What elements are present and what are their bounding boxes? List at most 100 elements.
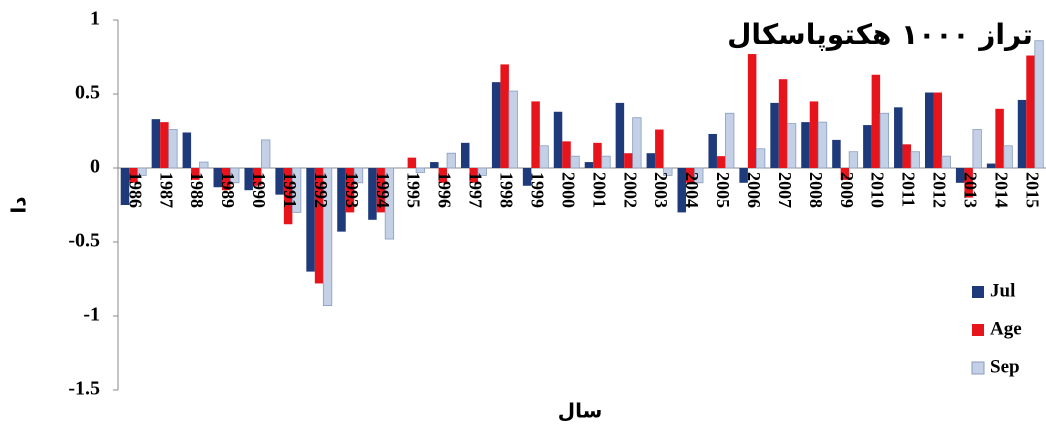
bar [168,129,178,169]
bar [871,74,881,168]
bar [244,168,253,191]
bar [415,167,426,173]
bar [584,162,594,168]
bar [160,122,169,168]
bar [199,161,209,169]
x-tick-label: 1997 [466,172,486,208]
chart-title: تراز ۱۰۰۰ هکتوپاسکال [727,18,1033,51]
y-tick-label: -1.5 [68,378,100,400]
bar [955,168,965,183]
bar [553,111,563,168]
x-tick-label: 2011 [899,172,919,207]
bar [770,102,779,168]
bar [213,168,223,188]
bar [306,168,315,272]
x-tick-label: 1986 [125,172,145,208]
bar [725,112,735,169]
bar [337,168,346,232]
y-tick-label: 1 [90,8,100,30]
bar [376,168,386,213]
bar [430,162,439,168]
x-tick-label: 2014 [991,172,1011,208]
bar [809,101,819,168]
x-tick-label: 1992 [311,172,331,208]
x-tick-label: 1991 [280,172,300,208]
y-axis-label: دا [7,196,31,213]
bar [191,168,200,180]
x-tick-label: 2000 [558,172,578,208]
x-axis-label: سال [558,399,603,423]
bar [924,92,934,168]
bar [384,167,395,240]
bar [508,90,518,169]
x-tick-label: 1988 [187,172,207,208]
bar [562,141,571,168]
bar [995,108,1004,168]
bar [291,167,302,213]
bar [863,125,872,168]
bar [848,151,859,169]
bar [686,168,695,183]
bar [747,54,757,168]
bar [1034,40,1044,169]
bar [283,168,293,225]
bar [322,167,333,307]
x-tick-label: 1987 [156,172,176,208]
bar [407,157,417,168]
bar [708,133,717,168]
y-tick-label: -1 [83,304,100,326]
legend-swatch [972,324,984,336]
bar [345,168,355,213]
bar [677,168,687,213]
bar [972,129,982,169]
bar [933,92,942,168]
bar [739,168,748,183]
bar [817,121,828,169]
bar [894,107,903,168]
y-tick-label: -0.5 [68,230,100,252]
legend-swatch [972,286,984,298]
bar [910,151,920,169]
bar [137,167,147,176]
legend-label: Sep [990,356,1020,377]
bar [469,168,478,183]
bar [230,167,240,184]
bar [601,155,611,169]
bar [570,155,580,169]
x-tick-label: 2005 [713,172,733,208]
bar [632,117,642,169]
bar [624,153,633,168]
bar [446,152,456,169]
bar [902,144,912,168]
bar [1026,55,1035,168]
x-tick-label: 1994 [373,172,393,208]
bar [1003,145,1013,169]
bar [615,102,625,168]
bar [252,168,262,186]
bar [986,163,996,168]
bar [786,123,797,169]
bar [539,145,549,169]
x-tick-label: 2013 [961,172,981,208]
bar [222,168,231,191]
legend-label: Jul [990,280,1015,301]
bar [477,167,487,176]
bar [182,132,192,168]
bar [646,153,656,168]
bar [129,168,138,183]
bar [151,119,161,168]
bar [275,168,284,195]
y-tick-label: 0 [90,156,100,178]
legend-label: Age [990,318,1022,339]
bar [832,139,841,168]
bar [500,64,509,168]
bar [964,168,973,198]
bar [460,142,470,168]
bar [716,156,726,168]
bar [694,167,704,184]
bar [1017,99,1027,168]
bar [593,142,602,168]
bar [663,167,673,176]
x-tick-label: 1999 [527,172,547,208]
